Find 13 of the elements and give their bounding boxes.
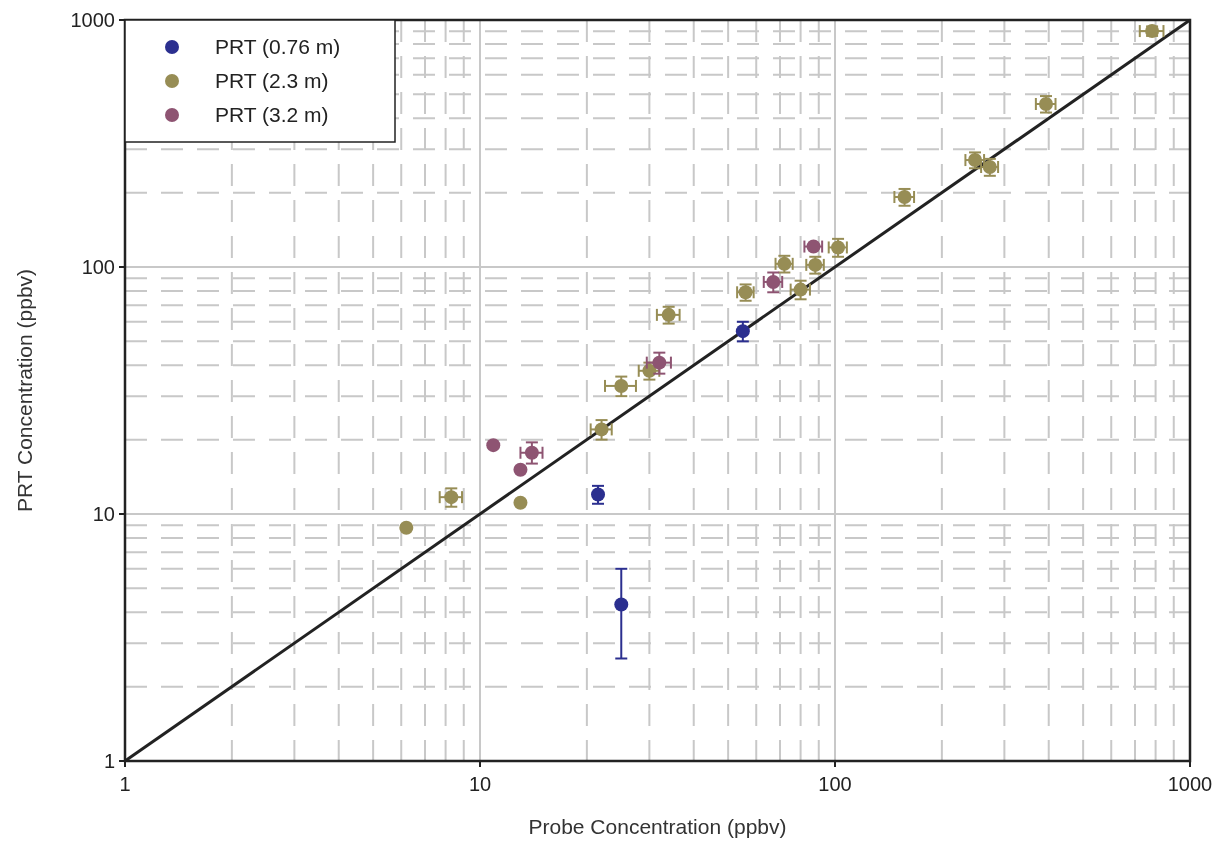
legend-label: PRT (3.2 m) xyxy=(215,103,329,127)
x-axis-title: Probe Concentration (ppbv) xyxy=(528,815,787,838)
legend-label: PRT (0.76 m) xyxy=(215,35,341,59)
y-tick-label: 10 xyxy=(92,503,115,525)
x-tick-label: 100 xyxy=(818,773,852,795)
x-tick-label: 1000 xyxy=(1167,773,1213,795)
x-tick-label: 10 xyxy=(468,773,492,795)
legend-label: PRT (2.3 m) xyxy=(215,69,329,93)
y-tick-label: 1 xyxy=(103,750,115,772)
y-axis-title: PRT Concentration (ppbv) xyxy=(13,268,36,513)
x-tick-label: 1 xyxy=(119,773,131,795)
y-tick-label: 100 xyxy=(81,256,115,278)
y-tick-label: 1000 xyxy=(70,9,115,31)
